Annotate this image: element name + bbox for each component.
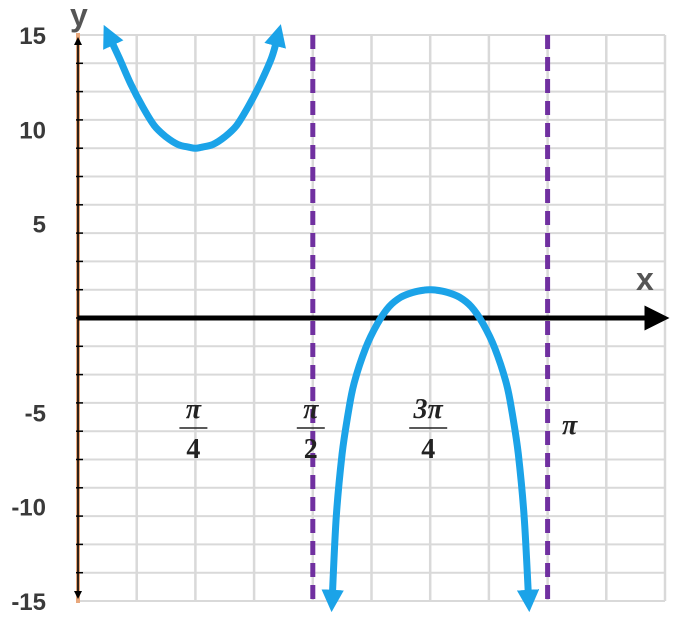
y-tick-label: 10: [19, 117, 46, 144]
y-tick-label: -10: [11, 495, 46, 522]
series-curve: [103, 24, 286, 152]
x-tick-label: π: [562, 410, 578, 441]
x-tick-numerator: π: [186, 394, 202, 425]
y-axis-label: y: [70, 0, 88, 33]
y-tick-labels: 15 10 5 -5 -10 -15: [11, 23, 46, 616]
series-curve: [321, 286, 540, 613]
x-tick-numerator: π: [303, 394, 319, 425]
x-tick-label: 3π4: [409, 394, 448, 465]
x-axis-label: x: [636, 261, 654, 297]
x-tick-denominator: 4: [421, 434, 435, 465]
y-tick-label: 5: [33, 212, 46, 239]
x-tick-denominator: 2: [304, 434, 318, 465]
x-tick-numerator: 3π: [413, 394, 444, 425]
y-tick-label: -5: [25, 400, 46, 427]
asymptotes: [310, 35, 551, 605]
curves: [103, 24, 540, 613]
x-tick-label: π4: [179, 394, 208, 465]
axes: [74, 33, 670, 603]
y-tick-label: -15: [11, 589, 46, 616]
x-tick-denominator: 4: [186, 434, 200, 465]
x-tick-label: π2: [296, 394, 325, 465]
y-tick-label: 15: [19, 23, 46, 50]
